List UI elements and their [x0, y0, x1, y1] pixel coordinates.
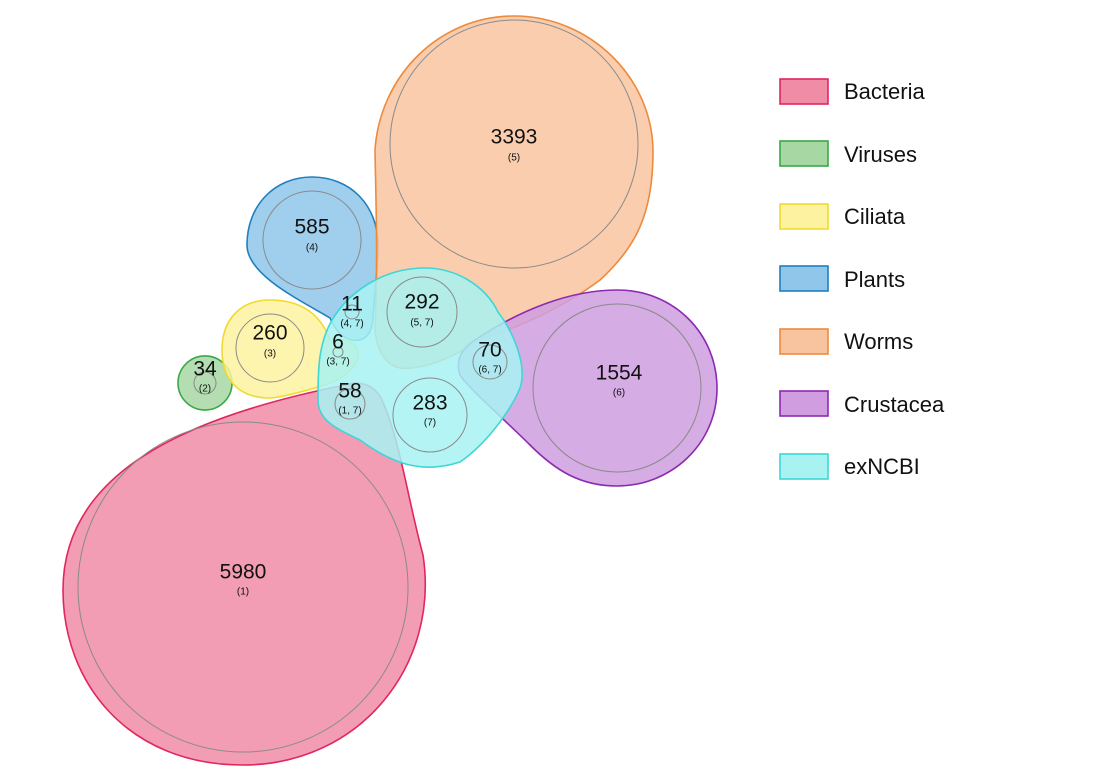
region-labels: 5980 (1) 34 (2) 260 (3) 585 (4) 3393 (5)… [193, 126, 642, 598]
set-shapes [62, 15, 718, 766]
region-count-exncbi: 283 [412, 392, 447, 415]
legend-item-ciliata: Ciliata [779, 203, 906, 230]
region-count-plants-exncbi: 11 [341, 293, 363, 316]
legend-label-viruses: Viruses [844, 142, 917, 167]
legend-item-exncbi: exNCBI [779, 453, 920, 480]
region-ids-ciliata: (3) [264, 349, 276, 360]
legend-label-exncbi: exNCBI [844, 454, 920, 479]
legend-item-worms: Worms [779, 328, 913, 355]
legend-swatch-crustacea [779, 390, 829, 417]
inner-circles [77, 19, 702, 753]
inner-circle-ciliata [235, 313, 305, 383]
inner-circle-crustacea-exncbi [472, 344, 508, 380]
legend-label-worms: Worms [844, 329, 913, 354]
legend: Bacteria Viruses Ciliata Plants Worms Cr… [779, 78, 945, 480]
inner-circle-worms-exncbi [386, 276, 458, 348]
region-ids-plants: (4) [306, 243, 318, 254]
region-ids-worms-exncbi: (5, 7) [410, 318, 433, 329]
legend-item-crustacea: Crustacea [779, 390, 945, 417]
region-ids-bacteria: (1) [237, 587, 249, 598]
inner-circle-plants-exncbi [344, 304, 360, 320]
region-ids-exncbi: (7) [424, 418, 436, 429]
region-count-worms-exncbi: 292 [404, 291, 439, 314]
inner-circle-worms [389, 19, 639, 269]
region-count-plants: 585 [294, 216, 329, 239]
set-shape-exncbi [317, 267, 523, 468]
legend-swatch-bacteria [779, 78, 829, 105]
inner-circle-viruses [193, 371, 217, 395]
region-count-ciliata: 260 [252, 322, 287, 345]
region-ids-bacteria-exncbi: (1, 7) [338, 406, 361, 417]
inner-circle-crustacea [532, 303, 702, 473]
region-ids-crustacea: (6) [613, 388, 625, 399]
legend-label-bacteria: Bacteria [844, 79, 925, 104]
region-ids-plants-exncbi: (4, 7) [340, 319, 363, 330]
legend-item-plants: Plants [779, 265, 905, 292]
inner-circle-exncbi [392, 377, 468, 453]
legend-swatch-exncbi [779, 453, 829, 480]
region-count-ciliata-exncbi: 6 [332, 331, 344, 354]
inner-circle-ciliata-exncbi [332, 346, 344, 358]
legend-swatch-worms [779, 328, 829, 355]
inner-circle-bacteria [77, 421, 409, 753]
region-count-crustacea-exncbi: 70 [478, 339, 501, 362]
legend-label-plants: Plants [844, 267, 905, 292]
inner-circle-bacteria-exncbi [334, 388, 366, 420]
legend-swatch-viruses [779, 140, 829, 167]
region-count-bacteria: 5980 [220, 561, 267, 584]
legend-label-ciliata: Ciliata [844, 204, 906, 229]
region-count-worms: 3393 [491, 126, 538, 149]
legend-item-bacteria: Bacteria [779, 78, 925, 105]
region-ids-worms: (5) [508, 153, 520, 164]
region-count-viruses: 34 [193, 358, 217, 381]
legend-label-crustacea: Crustacea [844, 392, 945, 417]
region-count-crustacea: 1554 [596, 362, 643, 385]
legend-item-viruses: Viruses [779, 140, 917, 167]
region-count-bacteria-exncbi: 58 [338, 380, 361, 403]
region-ids-crustacea-exncbi: (6, 7) [478, 365, 501, 376]
region-ids-viruses: (2) [199, 384, 211, 395]
legend-swatch-plants [779, 265, 829, 292]
region-ids-ciliata-exncbi: (3, 7) [326, 357, 349, 368]
legend-swatch-ciliata [779, 203, 829, 230]
inner-circle-plants [262, 190, 362, 290]
